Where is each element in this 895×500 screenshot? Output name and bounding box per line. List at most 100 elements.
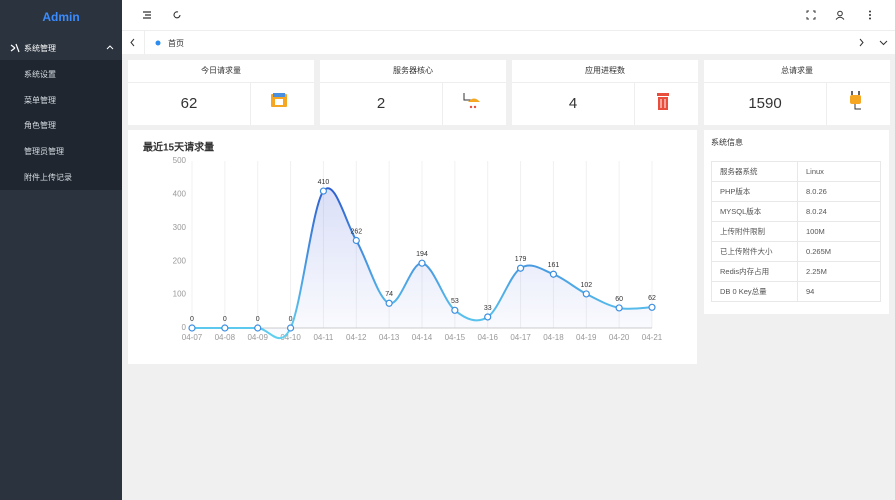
card-icon [657, 93, 669, 110]
point [615, 304, 623, 312]
x-tick-label: 04-07 [182, 333, 203, 342]
point [582, 290, 590, 298]
icon-part [463, 93, 472, 101]
tab-menu[interactable] [879, 39, 888, 47]
chart-title: 最近15天请求量 [143, 141, 214, 154]
menu-item[interactable]: 管理员管理 [24, 147, 64, 157]
tab-prev[interactable] [129, 38, 137, 47]
card-icon [463, 93, 480, 109]
info-key: 服务器系统 [711, 161, 798, 182]
card-title: 服务器核心 [320, 60, 506, 83]
info-value: Linux [797, 161, 881, 182]
data-label: 53 [451, 298, 459, 305]
stat-card: 总请求量 1590 [704, 60, 890, 125]
data-label: 410 [318, 179, 330, 186]
info-value: 8.0.24 [797, 201, 881, 222]
x-tick-label: 04-15 [445, 333, 466, 342]
info-value: 0.265M [797, 241, 881, 262]
fullscreen-icon[interactable] [806, 10, 816, 20]
point [221, 324, 229, 332]
tab-label[interactable]: 首页 [168, 39, 184, 48]
toggle-icon[interactable] [142, 10, 152, 20]
data-label: 74 [385, 291, 393, 298]
icon-part [469, 105, 473, 109]
x-tick-label: 04-21 [642, 333, 663, 342]
refresh-icon[interactable] [172, 10, 182, 20]
x-tick-label: 04-12 [346, 333, 367, 342]
info-value: 94 [797, 281, 881, 302]
x-tick-label: 04-18 [543, 333, 564, 342]
info-row: PHP版本 8.0.26 [711, 181, 881, 202]
info-table: 服务器系统 Linux PHP版本 8.0.26 MYSQL版本 8.0.24 上传附件限制… [711, 161, 881, 302]
data-label: 0 [256, 316, 260, 323]
menu-item[interactable]: 附件上传记录 [24, 172, 72, 182]
point [516, 264, 525, 272]
x-tick-label: 04-20 [609, 333, 630, 342]
info-value: 8.0.26 [797, 181, 881, 202]
x-tick-label: 04-19 [576, 333, 597, 342]
card-icon [271, 93, 287, 107]
point [549, 270, 558, 278]
point [188, 324, 196, 332]
card-value: 4 [512, 82, 635, 125]
user-icon[interactable] [835, 10, 845, 20]
icon-part [658, 97, 668, 110]
divider [144, 31, 145, 54]
menu-icon [10, 43, 20, 53]
submenu: 系统设置菜单管理角色管理管理员管理附件上传记录 [0, 60, 122, 190]
menu-item[interactable]: 角色管理 [24, 121, 56, 131]
data-label: 194 [416, 251, 428, 258]
point [484, 313, 492, 321]
point [418, 259, 426, 267]
point [319, 187, 328, 195]
more-icon[interactable] [865, 10, 875, 20]
x-tick-label: 04-17 [510, 333, 531, 342]
x-tick-label: 04-10 [280, 333, 301, 342]
info-key: 上传附件限制 [711, 221, 798, 242]
data-label: 161 [548, 262, 560, 269]
card-title: 应用进程数 [512, 60, 698, 83]
menu-item[interactable]: 菜单管理 [24, 95, 56, 105]
brand: Admin [42, 10, 80, 24]
icon-part [660, 99, 666, 108]
tab-dot [155, 40, 161, 46]
point [451, 306, 459, 314]
info-key: PHP版本 [711, 181, 798, 202]
icon-part [851, 91, 860, 95]
x-tick-label: 04-14 [412, 333, 433, 342]
icon-part [273, 93, 285, 97]
stat-card: 应用进程数 4 [512, 60, 698, 125]
icon-part [854, 104, 861, 110]
icon-part [275, 99, 283, 105]
info-row: Redis内存占用 2.25M [711, 261, 881, 282]
data-label: 102 [580, 282, 592, 289]
menu-group[interactable]: 系统管理 [0, 38, 122, 58]
tab-next[interactable] [857, 38, 865, 47]
icon-part [657, 93, 669, 96]
icon-part [473, 105, 477, 109]
data-label: 0 [289, 316, 293, 323]
point [648, 303, 656, 311]
line [191, 187, 653, 340]
x-tick-label: 04-11 [313, 333, 333, 342]
info-row: 已上传附件大小 0.265M [711, 241, 881, 262]
info-row: DB 0 Key总量 94 [711, 281, 881, 302]
info-key: Redis内存占用 [711, 261, 798, 282]
card-icon [850, 91, 861, 110]
y-tick-label: 0 [182, 323, 187, 332]
info-key: DB 0 Key总量 [711, 281, 798, 302]
point [352, 236, 360, 245]
data-label: 60 [615, 296, 623, 303]
x-tick-label: 04-08 [215, 333, 236, 342]
data-label: 33 [484, 305, 492, 312]
y-tick-label: 400 [173, 190, 187, 199]
x-tick-label: 04-16 [477, 333, 498, 342]
data-label: 262 [350, 228, 362, 235]
info-key: MYSQL版本 [711, 201, 798, 222]
card-title: 总请求量 [704, 60, 890, 83]
info-panel: 系统信息 服务器系统 Linux PHP版本 8.0.26 MYSQL版本 8.0.24 上… [704, 130, 889, 314]
menu-item[interactable]: 系统设置 [24, 70, 56, 79]
data-label: 0 [190, 316, 194, 323]
data-label: 179 [515, 256, 527, 263]
